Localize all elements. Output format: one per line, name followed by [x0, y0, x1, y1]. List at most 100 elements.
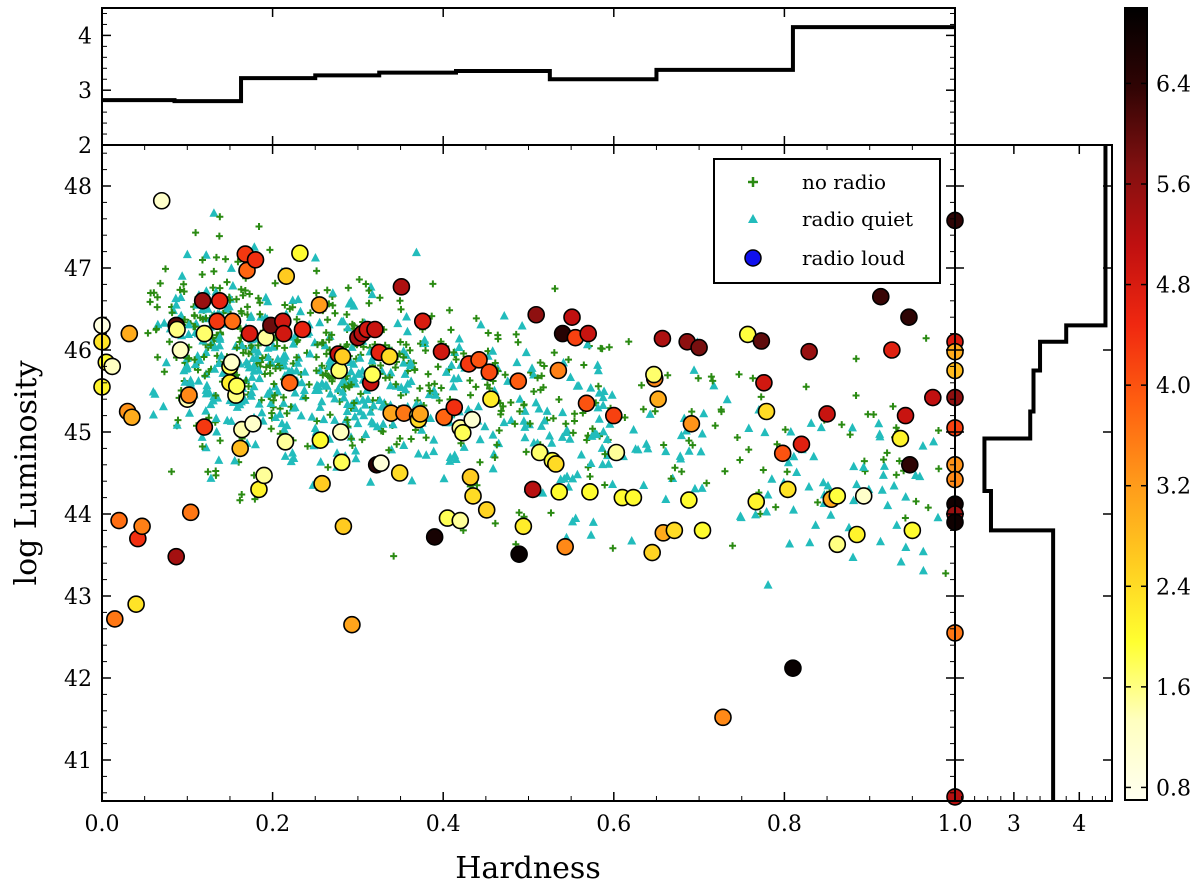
radio-quiet-point	[388, 419, 398, 429]
no-radio-point	[749, 374, 757, 382]
no-radio-point	[733, 433, 741, 441]
no-radio-point	[411, 366, 419, 374]
radio-loud-point	[123, 408, 141, 427]
radio-quiet-point	[645, 409, 655, 418]
radio-quiet-point	[896, 557, 906, 566]
radio-quiet-point	[889, 480, 899, 490]
no-radio-point	[431, 380, 439, 388]
radio-quiet-point	[531, 397, 541, 407]
no-radio-point	[781, 426, 789, 434]
no-radio-point	[721, 467, 729, 475]
radio-quiet-point	[565, 434, 575, 443]
no-radio-point	[156, 279, 164, 287]
radio-quiet-point	[785, 539, 795, 548]
radio-quiet-point	[328, 288, 338, 297]
no-radio-point	[892, 424, 900, 432]
radio-quiet-point	[735, 511, 745, 520]
top-y-tick-label: 3	[78, 79, 92, 104]
radio-quiet-point	[171, 300, 181, 309]
x-tick-label: 0.6	[596, 812, 631, 837]
radio-loud-point	[380, 347, 399, 366]
radio-quiet-point	[342, 406, 352, 416]
radio-quiet-point	[875, 536, 885, 546]
no-radio-point	[397, 391, 405, 399]
radio-quiet-point	[629, 425, 639, 434]
no-radio-point	[609, 544, 617, 552]
radio-quiet-point	[519, 416, 529, 425]
no-radio-point	[530, 387, 538, 395]
radio-quiet-point	[405, 360, 415, 370]
radio-loud-point	[463, 410, 482, 429]
no-radio-point	[846, 431, 854, 439]
radio-quiet-point	[338, 387, 348, 396]
radio-quiet-point	[767, 474, 777, 483]
radio-quiet-point	[214, 455, 224, 464]
no-radio-point	[703, 479, 711, 487]
radio-quiet-point	[411, 247, 421, 257]
radio-quiet-point	[339, 392, 349, 402]
no-radio-point	[234, 258, 242, 266]
radio-loud-point	[372, 454, 390, 472]
radio-quiet-point	[206, 473, 216, 482]
no-radio-point	[472, 383, 480, 391]
colorbar: 0.8 1.6 2.4 3.2 4.0 4.8 5.6 6.4	[1124, 7, 1191, 801]
top-y-tick-label: 2	[78, 134, 92, 159]
no-radio-point	[365, 287, 373, 295]
radio-quiet-point	[361, 429, 371, 439]
radio-quiet-point	[161, 357, 171, 367]
radio-quiet-point	[311, 385, 321, 395]
radio-loud-point	[514, 517, 533, 536]
radio-quiet-point	[271, 412, 281, 422]
no-radio-point	[343, 416, 351, 424]
no-radio-point	[281, 344, 289, 352]
radio-quiet-point	[279, 356, 289, 365]
radio-quiet-point	[350, 403, 360, 412]
radio-quiet-point	[911, 470, 921, 480]
radio-quiet-point	[185, 408, 195, 417]
radio-quiet-point	[641, 439, 651, 448]
radio-quiet-point	[883, 500, 893, 510]
x-tick-label: 0.2	[255, 812, 290, 837]
no-radio-point	[324, 316, 332, 324]
radio-quiet-point	[847, 422, 857, 432]
radio-quiet-point	[744, 423, 754, 433]
radio-quiet-point	[385, 380, 395, 390]
radio-quiet-point	[368, 418, 378, 428]
radio-quiet-point	[499, 417, 509, 427]
no-radio-point	[348, 441, 356, 449]
radio-loud-point	[530, 443, 549, 462]
radio-quiet-point	[480, 421, 490, 431]
legend-triangle-marker	[748, 214, 758, 223]
radio-quiet-point	[355, 406, 365, 416]
no-radio-point	[717, 405, 725, 413]
radio-quiet-point	[607, 390, 617, 399]
no-radio-point	[625, 338, 633, 346]
radio-quiet-point	[386, 367, 396, 377]
radio-quiet-point	[760, 427, 770, 437]
radio-quiet-point	[538, 488, 548, 497]
radio-quiet-point	[489, 449, 499, 458]
radio-quiet-point	[699, 408, 709, 418]
radio-loud-point	[896, 406, 915, 425]
radio-quiet-point	[201, 250, 211, 259]
radio-quiet-point	[426, 413, 436, 423]
radio-quiet-point	[319, 414, 329, 424]
radio-quiet-point	[690, 483, 700, 493]
radio-loud-point	[180, 386, 198, 404]
radio-quiet-point	[153, 319, 163, 329]
radio-quiet-point	[312, 380, 322, 389]
colorbar-tick-label: 6.4	[1156, 72, 1191, 97]
radio-loud-point	[334, 517, 353, 536]
no-radio-point	[152, 325, 160, 333]
no-radio-point	[168, 468, 176, 476]
radio-quiet-point	[201, 442, 211, 452]
radio-quiet-point	[315, 317, 325, 327]
no-radio-point	[306, 309, 314, 317]
no-radio-point	[362, 280, 370, 288]
no-radio-point	[493, 441, 501, 449]
radio-quiet-point	[201, 385, 211, 394]
radio-quiet-point	[476, 319, 486, 329]
radio-quiet-point	[250, 345, 260, 354]
radio-quiet-point	[351, 445, 361, 455]
